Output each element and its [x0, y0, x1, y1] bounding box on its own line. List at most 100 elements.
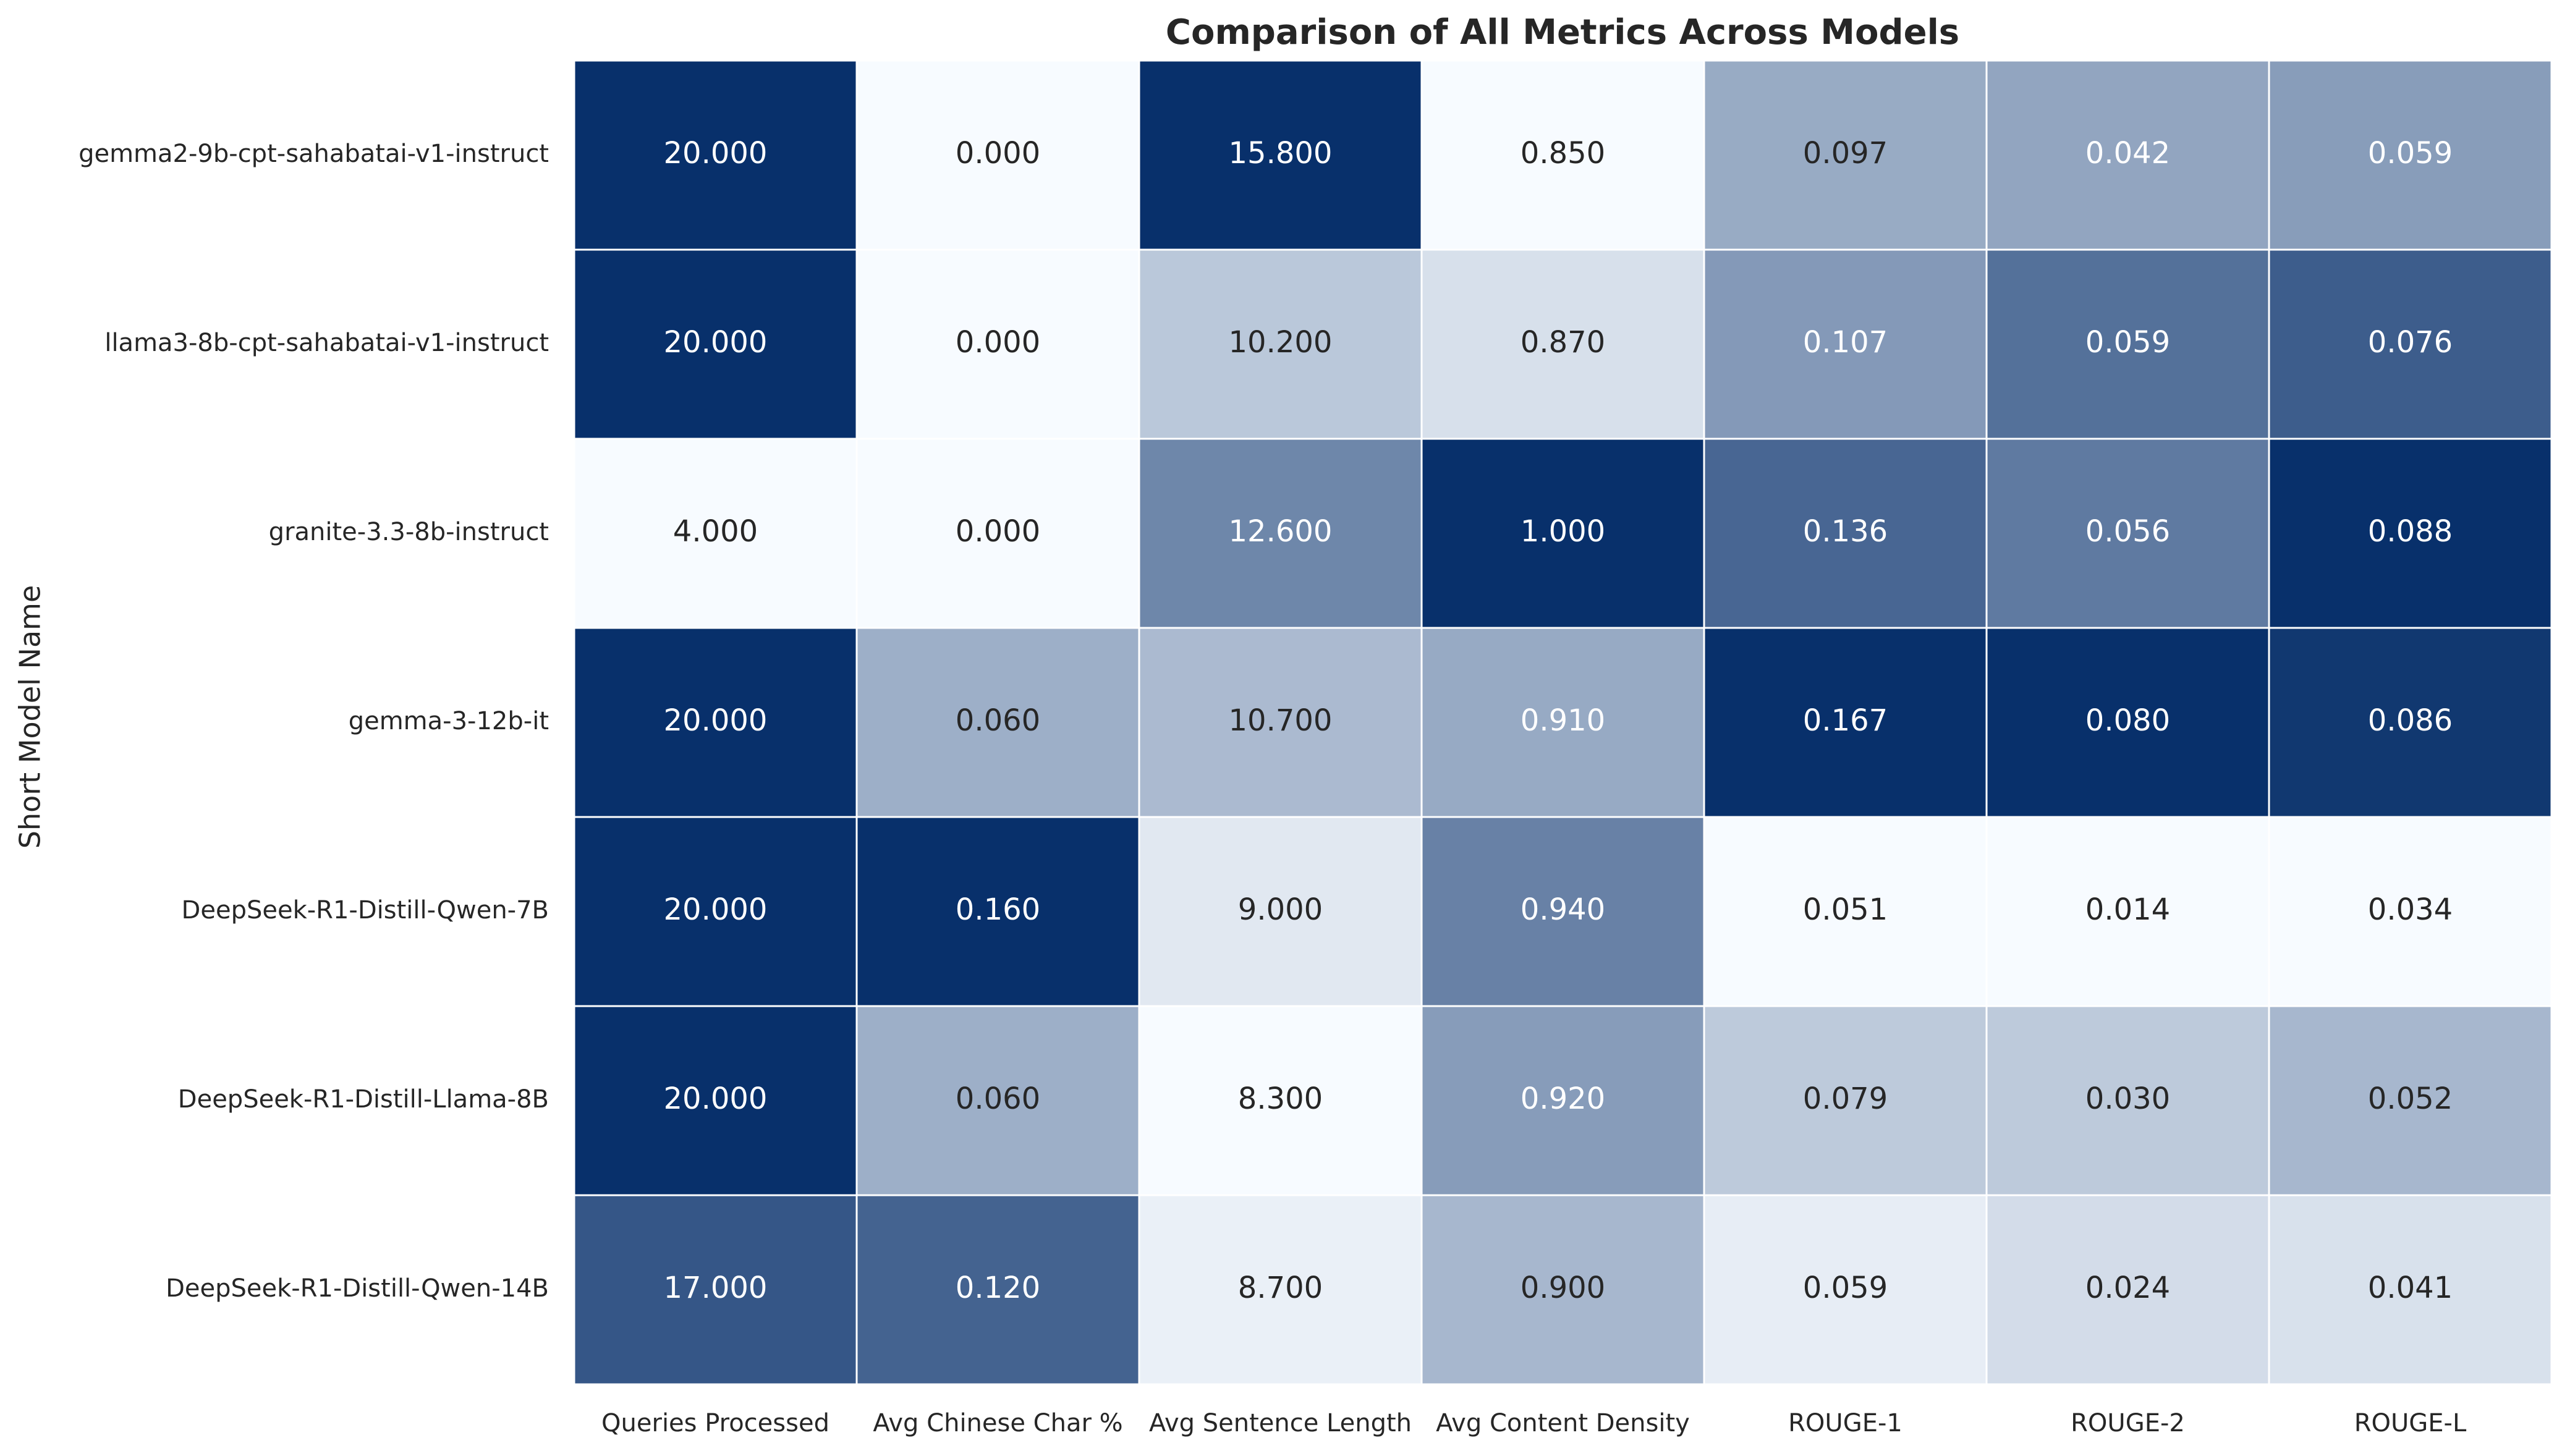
- heatmap-cell-r2-c6: [1987, 250, 2268, 438]
- heatmap-cell-r1-c7: [2270, 61, 2551, 249]
- heatmap-cell-r7-c4: [1422, 1196, 1703, 1384]
- heatmap-cell-value-r5-c3: 9.000: [1238, 892, 1323, 927]
- heatmap-cell-value-r5-c4: 0.940: [1521, 892, 1605, 927]
- heatmap-cell-value-r4-c3: 10.700: [1229, 703, 1333, 738]
- heatmap-cell-value-r2-c1: 20.000: [664, 325, 768, 360]
- heatmap-cell-value-r7-c5: 0.059: [1803, 1271, 1888, 1305]
- heatmap-cell-r3-c2: [857, 439, 1139, 627]
- heatmap-cell-value-r7-c2: 0.120: [956, 1271, 1040, 1305]
- heatmap-cell-value-r4-c1: 20.000: [664, 703, 768, 738]
- heatmap-cell-value-r4-c7: 0.086: [2368, 703, 2453, 738]
- heatmap-cell-r7-c6: [1987, 1196, 2268, 1384]
- heatmap-cell-r4-c4: [1422, 629, 1703, 816]
- heatmap-cell-r3-c1: [575, 439, 856, 627]
- heatmap-cell-value-r5-c1: 20.000: [664, 892, 768, 927]
- heatmap-cell-value-r7-c3: 8.700: [1238, 1271, 1323, 1305]
- heatmap-cell-value-r1-c2: 0.000: [956, 136, 1040, 171]
- heatmap-cell-r3-c3: [1140, 439, 1421, 627]
- heatmap-cell-r1-c6: [1987, 61, 2268, 249]
- heatmap-cell-r5-c7: [2270, 818, 2551, 1005]
- heatmap-cell-r5-c1: [575, 818, 856, 1005]
- heatmap-cell-value-r6-c6: 0.030: [2085, 1081, 2170, 1116]
- heatmap-cell-r3-c5: [1705, 439, 1986, 627]
- heatmap-cell-value-r3-c4: 1.000: [1521, 514, 1605, 549]
- heatmap-cell-r2-c4: [1422, 250, 1703, 438]
- heatmap-cell-labels: 20.000 0.000 15.800 0.850 0.097 0.042 0.059 20.…: [664, 136, 2453, 1305]
- heatmap-cell-value-r2-c4: 0.870: [1521, 325, 1605, 360]
- heatmap-cell-value-r3-c5: 0.136: [1803, 514, 1888, 549]
- heatmap-cell-r6-c5: [1705, 1007, 1986, 1195]
- heatmap-cell-value-r4-c6: 0.080: [2085, 703, 2170, 738]
- chart-title: Comparison of All Metrics Across Models: [1166, 12, 1959, 53]
- heatmap-cell-value-r3-c1: 4.000: [673, 514, 758, 549]
- heatmap-cell-r6-c4: [1422, 1007, 1703, 1195]
- heatmap-cell-r2-c2: [857, 250, 1139, 438]
- heatmap-cell-value-r6-c1: 20.000: [664, 1081, 768, 1116]
- heatmap-cell-value-r6-c7: 0.052: [2368, 1081, 2453, 1116]
- x-tick-label-avg-chinese-char: Avg Chinese Char %: [873, 1409, 1122, 1437]
- heatmap-cell-value-r4-c4: 0.910: [1521, 703, 1605, 738]
- heatmap-cell-r4-c3: [1140, 629, 1421, 816]
- heatmap-cell-value-r3-c3: 12.600: [1229, 514, 1333, 549]
- heatmap-cell-r1-c4: [1422, 61, 1703, 249]
- x-axis-tick-labels: Queries Processed Avg Chinese Char % Avg S…: [601, 1409, 2467, 1437]
- heatmap-cell-r4-c6: [1987, 629, 2268, 816]
- y-tick-label-deepseek-r1-distill-llama-8b: DeepSeek-R1-Distill-Llama-8B: [178, 1085, 549, 1114]
- heatmap-cell-r1-c2: [857, 61, 1139, 249]
- heatmap-cell-value-r6-c2: 0.060: [956, 1081, 1040, 1116]
- heatmap-cell-value-r7-c7: 0.041: [2368, 1271, 2453, 1305]
- heatmap-cell-value-r7-c1: 17.000: [664, 1271, 768, 1305]
- heatmap-cell-value-r2-c6: 0.059: [2085, 325, 2170, 360]
- heatmap-cell-value-r5-c7: 0.034: [2368, 892, 2453, 927]
- heatmap-cell-r2-c7: [2270, 250, 2551, 438]
- heatmap-cell-value-r2-c3: 10.200: [1229, 325, 1333, 360]
- heatmap-cell-value-r1-c1: 20.000: [664, 136, 768, 171]
- heatmap-cell-value-r6-c5: 0.079: [1803, 1081, 1888, 1116]
- y-tick-label-deepseek-r1-distill-qwen-7b: DeepSeek-R1-Distill-Qwen-7B: [182, 896, 549, 925]
- heatmap-cell-r1-c3: [1140, 61, 1421, 249]
- heatmap-cell-r6-c7: [2270, 1007, 2551, 1195]
- heatmap-cell-r7-c1: [575, 1196, 856, 1384]
- x-tick-label-rouge-l: ROUGE-L: [2354, 1409, 2467, 1437]
- y-tick-label-gemma-3-12b-it: gemma-3-12b-it: [349, 707, 549, 735]
- heatmap-cell-r2-c1: [575, 250, 856, 438]
- heatmap-cell-r5-c3: [1140, 818, 1421, 1005]
- x-tick-label-queries-processed: Queries Processed: [601, 1409, 829, 1437]
- heatmap-cell-value-r1-c6: 0.042: [2085, 136, 2170, 171]
- heatmap-cell-r1-c5: [1705, 61, 1986, 249]
- heatmap-cell-value-r6-c4: 0.920: [1521, 1081, 1605, 1116]
- heatmap-cell-value-r6-c3: 8.300: [1238, 1081, 1323, 1116]
- heatmap-cell-r7-c2: [857, 1196, 1139, 1384]
- heatmap-cell-value-r1-c5: 0.097: [1803, 136, 1888, 171]
- heatmap-cell-r4-c2: [857, 629, 1139, 816]
- heatmap-cell-value-r2-c2: 0.000: [956, 325, 1040, 360]
- y-axis-tick-labels: gemma2-9b-cpt-sahabatai-v1-instruct llama…: [78, 140, 549, 1303]
- heatmap-cell-r5-c2: [857, 818, 1139, 1005]
- heatmap-cell-r3-c6: [1987, 439, 2268, 627]
- heatmap-cell-value-r2-c5: 0.107: [1803, 325, 1888, 360]
- heatmap-cell-value-r5-c2: 0.160: [956, 892, 1040, 927]
- heatmap-cell-r6-c2: [857, 1007, 1139, 1195]
- heatmap-cells: [575, 61, 2551, 1384]
- heatmap-cell-value-r4-c5: 0.167: [1803, 703, 1888, 738]
- x-tick-label-rouge-2: ROUGE-2: [2071, 1409, 2185, 1437]
- y-tick-label-gemma2-9b-cpt-sahabatai-v1-instruct: gemma2-9b-cpt-sahabatai-v1-instruct: [78, 140, 549, 168]
- heatmap-cell-r3-c7: [2270, 439, 2551, 627]
- heatmap-cell-value-r1-c4: 0.850: [1521, 136, 1605, 171]
- heatmap-cell-r5-c5: [1705, 818, 1986, 1005]
- heatmap-cell-r6-c3: [1140, 1007, 1421, 1195]
- heatmap-cell-r3-c4: [1422, 439, 1703, 627]
- y-tick-label-deepseek-r1-distill-qwen-14b: DeepSeek-R1-Distill-Qwen-14B: [166, 1274, 549, 1303]
- heatmap-cell-r7-c7: [2270, 1196, 2551, 1384]
- heatmap-cell-r2-c5: [1705, 250, 1986, 438]
- heatmap-cell-r4-c5: [1705, 629, 1986, 816]
- y-axis-label: Short Model Name: [14, 585, 47, 849]
- heatmap-cell-r5-c4: [1422, 818, 1703, 1005]
- heatmap-cell-value-r4-c2: 0.060: [956, 703, 1040, 738]
- heatmap-cell-r4-c1: [575, 629, 856, 816]
- heatmap-cell-value-r1-c7: 0.059: [2368, 136, 2453, 171]
- heatmap-cell-r6-c6: [1987, 1007, 2268, 1195]
- heatmap-cell-r2-c3: [1140, 250, 1421, 438]
